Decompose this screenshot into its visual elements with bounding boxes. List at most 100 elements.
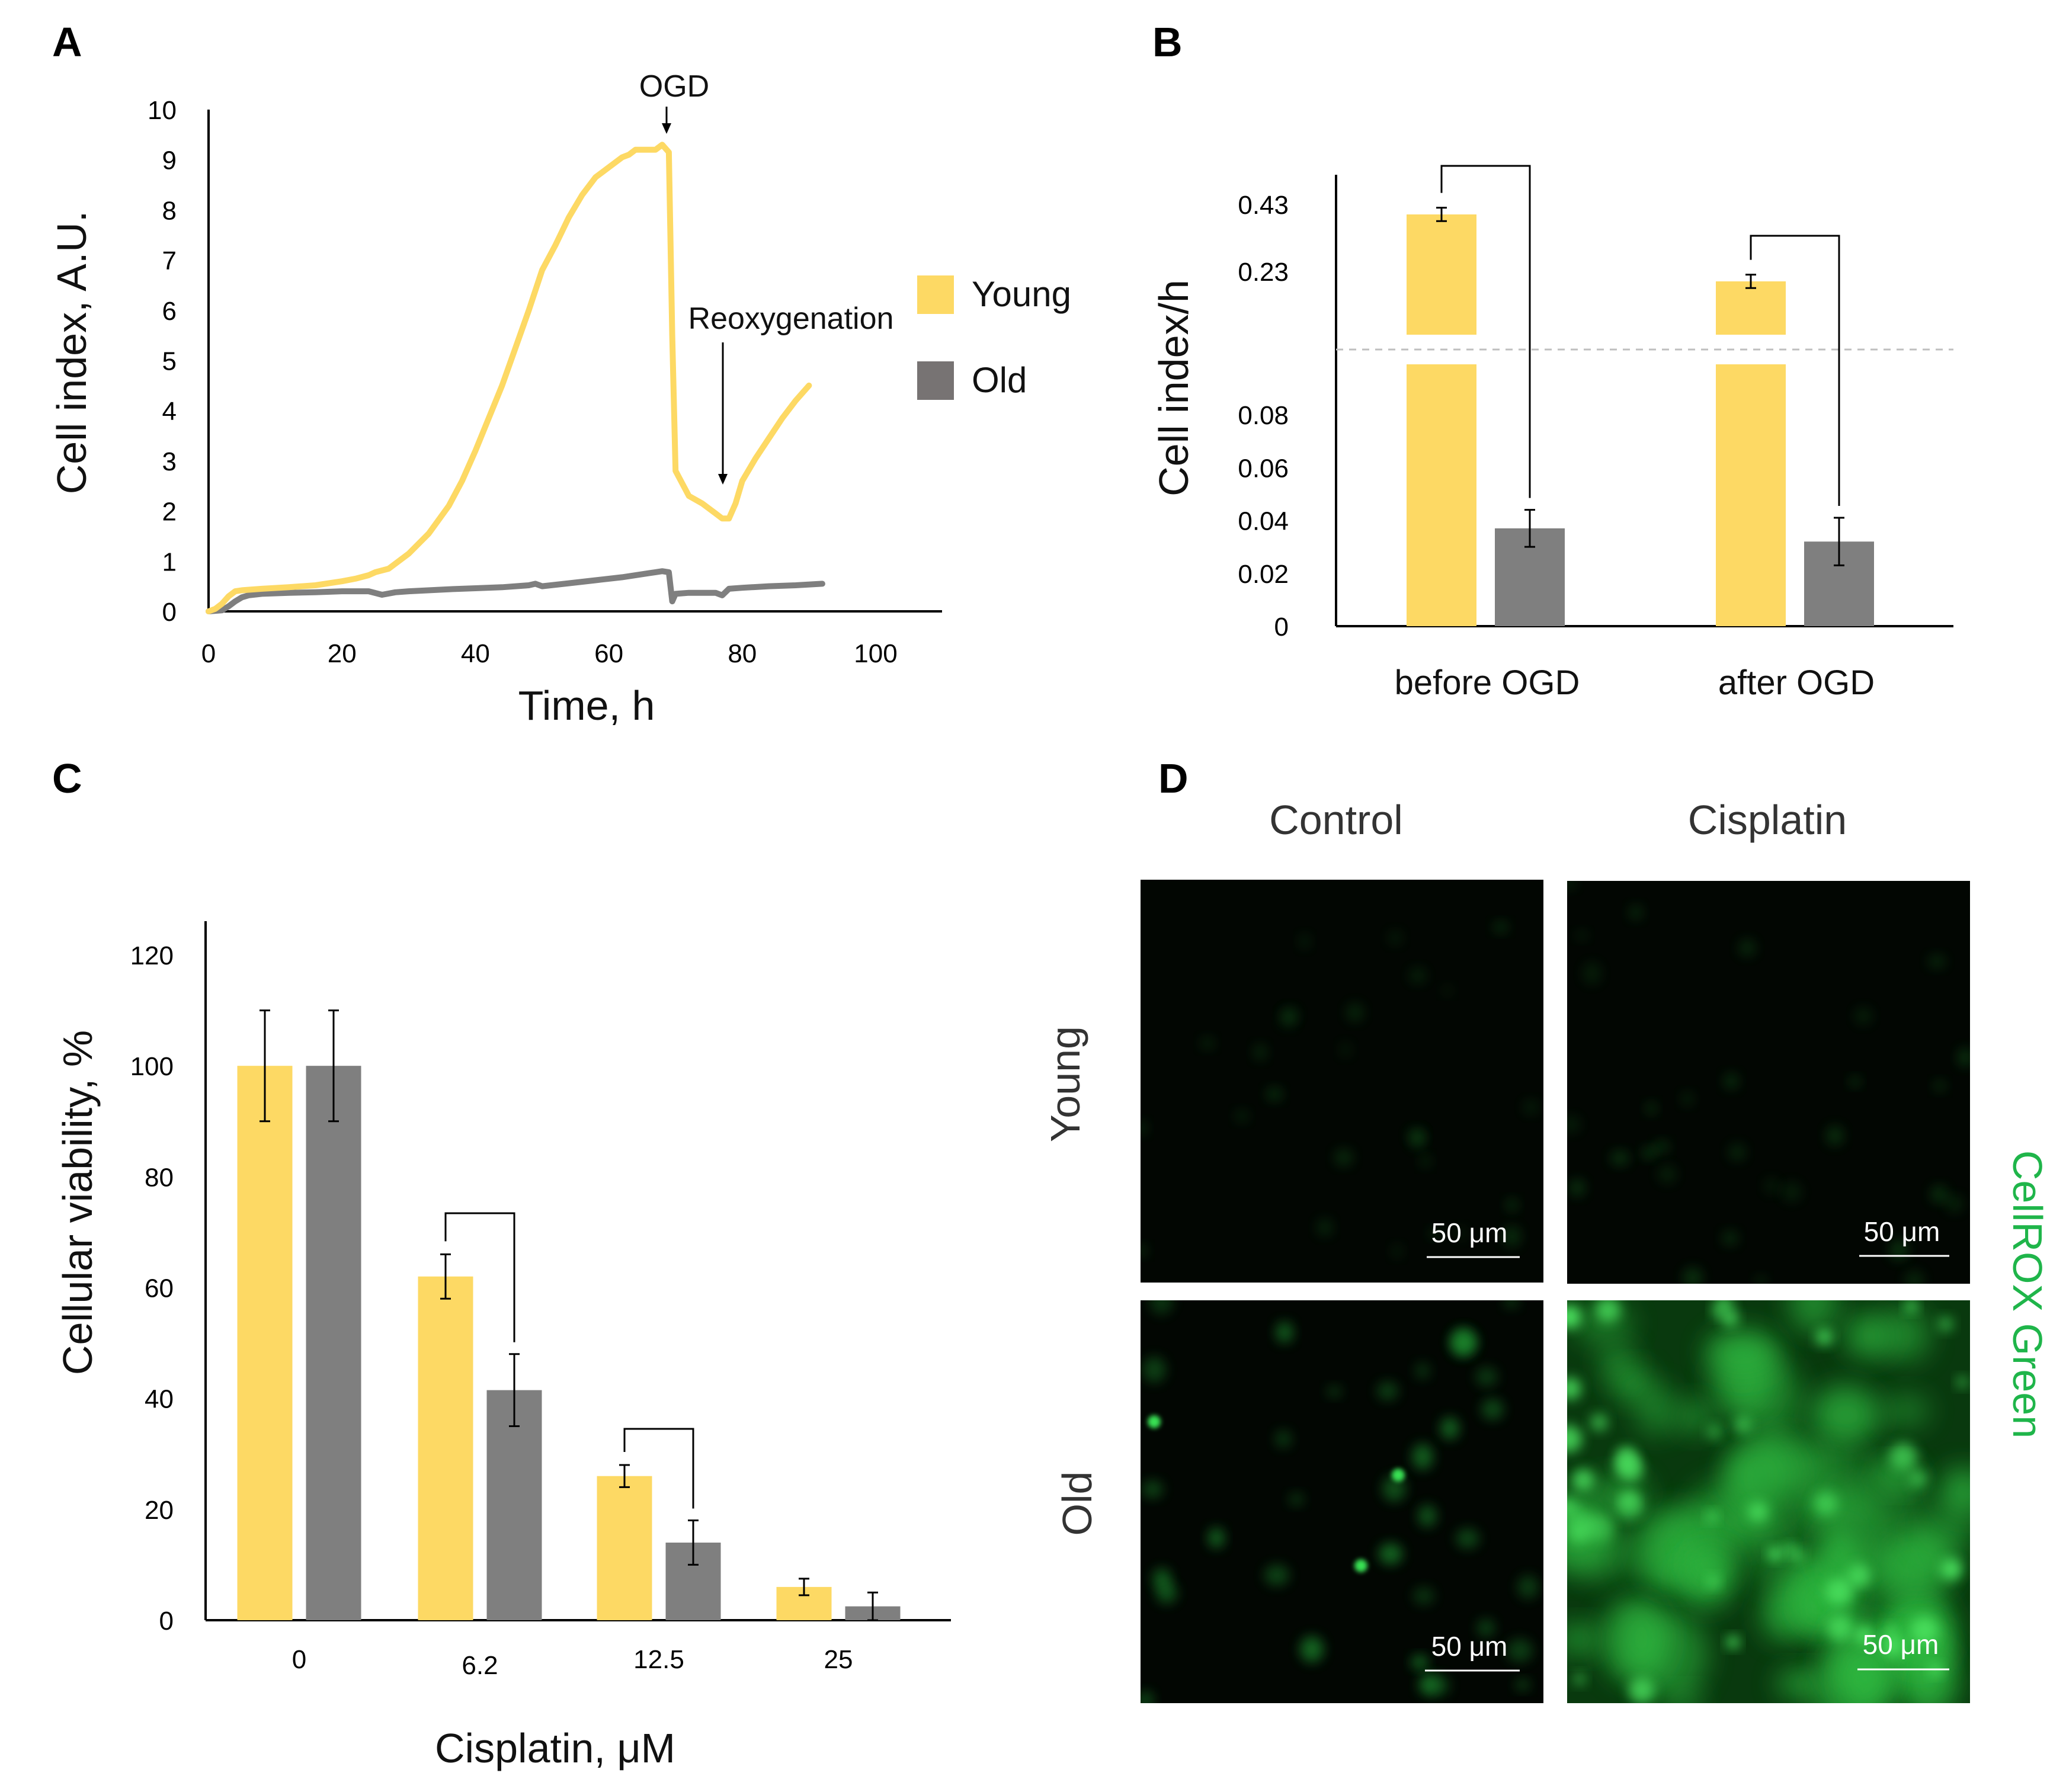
panel-a-line-chart: 0 20 40 60 80 100 0 1 2 3 4 5 6 7 8 9 10 Time, h Cell in… xyxy=(49,69,1071,729)
bar-old xyxy=(306,1066,361,1620)
y-tick-label: 8 xyxy=(162,196,177,225)
cell xyxy=(1141,1121,1148,1135)
y-tick-label: 100 xyxy=(130,1052,174,1081)
micrograph-young-cisplatin xyxy=(1567,881,1970,1284)
x-tick-label: 60 xyxy=(594,639,623,668)
panel-d-micrographs: Control Cisplatin Young Old CellROX Gree… xyxy=(1042,797,2051,1703)
cell-nucleus xyxy=(1748,1502,1768,1522)
cell xyxy=(1420,1155,1431,1168)
y-tick-label: 7 xyxy=(162,246,177,275)
cell xyxy=(1933,1080,1946,1092)
cell-nucleus xyxy=(1814,1492,1837,1515)
cell-nucleus xyxy=(1734,1416,1752,1434)
cell-bright xyxy=(1392,1469,1405,1482)
annotation-ogd-arrowhead xyxy=(662,123,671,134)
cell xyxy=(1156,1582,1177,1604)
column-label-control: Control xyxy=(1269,797,1403,843)
y-tick-label: 3 xyxy=(162,447,177,476)
panel-label-a: A xyxy=(52,19,82,65)
cell xyxy=(1754,1275,1767,1284)
cell-nucleus xyxy=(1905,1300,1918,1313)
x-tick-label: 20 xyxy=(328,639,357,668)
scale-bar-young-cisplatin: 50 μm xyxy=(1859,1216,1949,1257)
x-tick-label: after OGD xyxy=(1718,663,1875,702)
panel-a-series xyxy=(206,142,825,614)
cell xyxy=(1504,1300,1519,1309)
bar-young xyxy=(1716,281,1786,335)
cell-nucleus xyxy=(1590,1413,1608,1431)
cell xyxy=(1141,1691,1154,1703)
cell xyxy=(1456,1528,1479,1549)
y-tick-label: 0 xyxy=(1274,613,1289,642)
cell-nucleus xyxy=(1909,1470,1927,1488)
cell-bright xyxy=(1354,1559,1367,1572)
cell xyxy=(1930,1185,1948,1203)
cell-bright xyxy=(1148,1415,1161,1428)
y-tick-label: 0 xyxy=(162,598,177,627)
cell-nucleus xyxy=(1881,1634,1904,1657)
cell xyxy=(1676,1400,1715,1434)
cell xyxy=(1412,1444,1433,1470)
cell xyxy=(1346,1003,1364,1022)
cell xyxy=(1821,1485,1888,1573)
cell-nucleus xyxy=(1706,1511,1718,1522)
cell-nucleus xyxy=(1956,1376,1968,1388)
cell-nucleus xyxy=(1596,1300,1620,1322)
cell-nucleus xyxy=(1722,1310,1738,1326)
cell xyxy=(1849,1076,1861,1087)
cell xyxy=(1266,1087,1283,1101)
cell xyxy=(1728,1143,1746,1161)
y-tick-label: 0.04 xyxy=(1238,507,1289,536)
error-bar-young xyxy=(799,1578,809,1597)
scale-bar-old-control: 50 μm xyxy=(1425,1631,1520,1672)
micrograph-old-control xyxy=(1141,1300,1543,1703)
cell xyxy=(1811,1386,1880,1445)
cell xyxy=(1642,1146,1656,1159)
micrograph-old-cisplatin xyxy=(1567,1300,1970,1703)
panel-b-bars xyxy=(1407,165,1874,626)
cell xyxy=(1235,1110,1249,1123)
cell xyxy=(1635,1384,1678,1435)
cell xyxy=(1904,1270,1924,1284)
cell xyxy=(1503,1226,1521,1247)
cell-nucleus xyxy=(1711,1306,1724,1319)
cell-nucleus xyxy=(1567,1305,1581,1329)
cell xyxy=(1411,1655,1428,1669)
significance-bracket xyxy=(1750,235,1840,506)
cell xyxy=(1334,1149,1353,1166)
cell xyxy=(1599,1344,1636,1381)
cell xyxy=(1939,1467,1970,1517)
scale-bar-young-control: 50 μm xyxy=(1427,1217,1520,1258)
cell-nucleus xyxy=(1567,1425,1582,1453)
cell xyxy=(1506,1198,1519,1211)
cell xyxy=(1567,1623,1599,1655)
cell xyxy=(1409,967,1427,984)
cell xyxy=(1666,1688,1703,1703)
x-tick-label: 40 xyxy=(461,639,490,668)
scale-bar-old-cisplatin: 50 μm xyxy=(1857,1629,1949,1671)
cell xyxy=(1658,1165,1677,1184)
cell xyxy=(1289,1493,1304,1506)
panel-c-bars xyxy=(237,1009,901,1621)
cell xyxy=(1442,985,1453,996)
bar-young-lower-segment xyxy=(1716,364,1786,626)
cell xyxy=(1683,1267,1703,1284)
cell xyxy=(1200,1037,1215,1050)
x-tick-label: 25 xyxy=(824,1645,853,1674)
y-tick-label: 10 xyxy=(148,96,177,125)
y-tick-label: 5 xyxy=(162,347,177,376)
bar-young-lower-segment xyxy=(1407,364,1476,626)
panel-label-d: D xyxy=(1158,755,1189,802)
bar-young xyxy=(597,1476,652,1620)
cell xyxy=(1276,1322,1293,1343)
error-bar-old xyxy=(328,1009,339,1123)
cell-nucleus xyxy=(1615,1451,1639,1476)
y-tick-label: 0.02 xyxy=(1238,560,1289,589)
cell xyxy=(1452,1330,1477,1355)
panel-a-axes xyxy=(207,110,942,613)
cell xyxy=(1567,881,1577,890)
cell xyxy=(1575,930,1588,941)
row-label-old: Old xyxy=(1054,1472,1100,1536)
cell xyxy=(1388,930,1403,945)
